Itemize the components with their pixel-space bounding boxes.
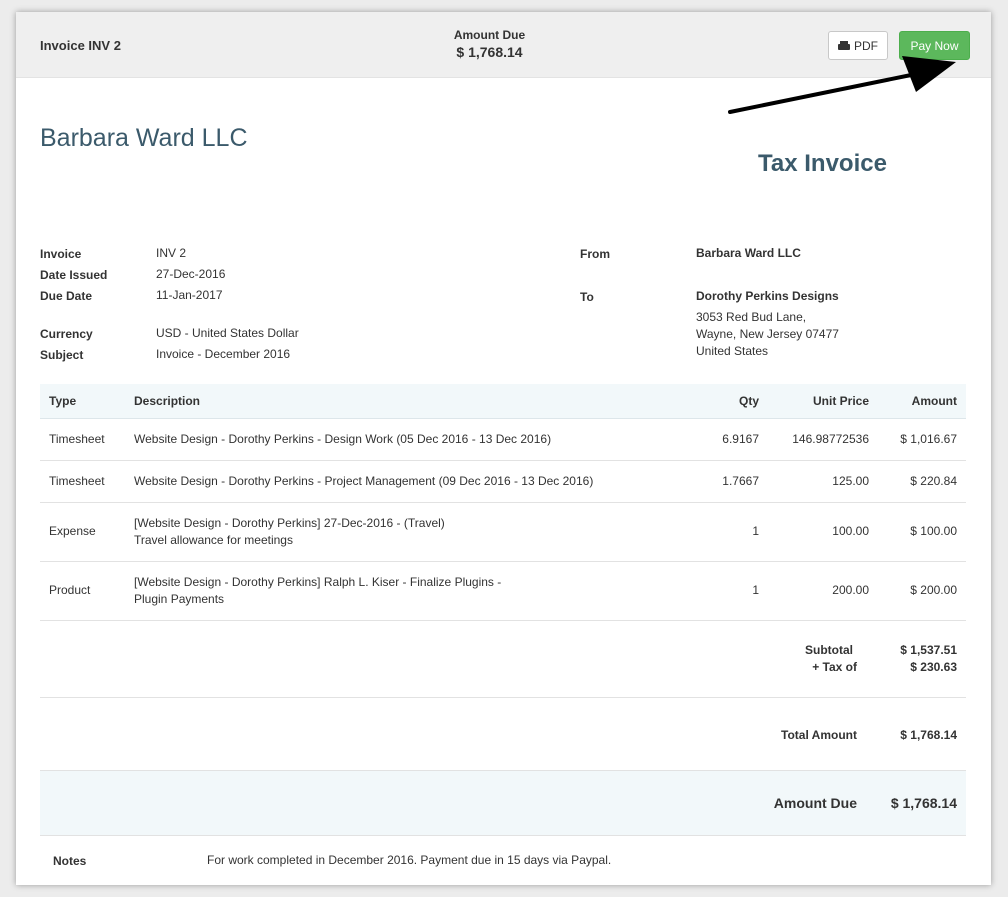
row-qty: 1.7667 bbox=[678, 460, 768, 503]
to-name: Dorothy Perkins Designs bbox=[696, 289, 839, 303]
due-date-value: 11-Jan-2017 bbox=[156, 288, 223, 302]
pointer-arrow-icon bbox=[728, 56, 956, 114]
invoice-frame: Invoice INV 2 Amount Due $ 1,768.14 PDF … bbox=[16, 12, 991, 885]
to-address-line-2: Wayne, New Jersey 07477 bbox=[696, 327, 839, 341]
from-name: Barbara Ward LLC bbox=[696, 246, 801, 260]
row-description-line: Website Design - Dorothy Perkins - Desig… bbox=[134, 431, 552, 446]
row-type: Product bbox=[40, 561, 125, 621]
row-qty: 6.9167 bbox=[678, 418, 768, 461]
amount-due-band: Amount Due $ 1,768.14 bbox=[40, 770, 966, 836]
row-amount: $ 200.00 bbox=[878, 561, 966, 621]
from-label: From bbox=[580, 247, 610, 261]
table-row: Product [Website Design - Dorothy Perkin… bbox=[40, 561, 966, 621]
to-address-line-3: United States bbox=[696, 344, 769, 358]
subject-label: Subject bbox=[40, 348, 84, 362]
row-amount: $ 1,016.67 bbox=[878, 418, 966, 461]
amount-due-value: $ 1,768.14 bbox=[890, 795, 957, 811]
amount-due-label: Amount Due bbox=[773, 795, 857, 811]
invoice-title: Invoice INV 2 bbox=[40, 38, 121, 53]
subject-value: Invoice - December 2016 bbox=[156, 347, 291, 361]
pay-now-button[interactable]: Pay Now bbox=[899, 31, 970, 60]
row-description: [Website Design - Dorothy Perkins] 27-De… bbox=[125, 502, 678, 562]
totals-divider bbox=[40, 697, 966, 698]
row-amount: $ 100.00 bbox=[878, 502, 966, 562]
col-header-type: Type bbox=[40, 384, 125, 419]
tax-label: + Tax of bbox=[812, 660, 857, 674]
header-amount-due-value: $ 1,768.14 bbox=[456, 44, 523, 60]
invoice-number-value: INV 2 bbox=[156, 246, 187, 260]
pdf-button[interactable]: PDF bbox=[828, 31, 888, 60]
date-issued-label: Date Issued bbox=[40, 268, 108, 282]
line-items-table: Type Description Qty Unit Price Amount T… bbox=[40, 384, 966, 621]
col-header-amount: Amount bbox=[878, 384, 966, 419]
currency-label: Currency bbox=[40, 327, 93, 341]
table-row: Timesheet Website Design - Dorothy Perki… bbox=[40, 460, 966, 503]
to-label: To bbox=[580, 290, 594, 304]
row-amount: $ 220.84 bbox=[878, 460, 966, 503]
company-name: Barbara Ward LLC bbox=[40, 124, 248, 152]
row-qty: 1 bbox=[678, 502, 768, 562]
row-description: Website Design - Dorothy Perkins - Desig… bbox=[125, 418, 678, 461]
table-row: Expense [Website Design - Dorothy Perkin… bbox=[40, 502, 966, 562]
row-type: Timesheet bbox=[40, 418, 125, 461]
date-issued-value: 27-Dec-2016 bbox=[156, 267, 226, 281]
total-amount-value: $ 1,768.14 bbox=[900, 728, 957, 742]
row-unit-price: 125.00 bbox=[768, 460, 878, 503]
row-type: Timesheet bbox=[40, 460, 125, 503]
pdf-button-label: PDF bbox=[854, 38, 878, 53]
row-type: Expense bbox=[40, 502, 125, 562]
currency-value: USD - United States Dollar bbox=[156, 326, 299, 340]
invoice-header-bar: Invoice INV 2 Amount Due $ 1,768.14 PDF … bbox=[16, 12, 991, 78]
due-date-label: Due Date bbox=[40, 289, 93, 303]
row-description: [Website Design - Dorothy Perkins] Ralph… bbox=[125, 561, 678, 621]
to-address-line-1: 3053 Red Bud Lane, bbox=[696, 310, 807, 324]
table-row: Timesheet Website Design - Dorothy Perki… bbox=[40, 418, 966, 461]
row-description-line: [Website Design - Dorothy Perkins] Ralph… bbox=[134, 574, 502, 589]
total-amount-label: Total Amount bbox=[781, 728, 857, 742]
invoice-number-label: Invoice bbox=[40, 247, 82, 261]
row-description: Website Design - Dorothy Perkins - Proje… bbox=[125, 460, 678, 503]
row-unit-price: 100.00 bbox=[768, 502, 878, 562]
header-amount-due-label: Amount Due bbox=[453, 28, 526, 42]
tax-value: $ 230.63 bbox=[910, 660, 957, 674]
notes-label: Notes bbox=[53, 854, 87, 868]
row-description-line: Travel allowance for meetings bbox=[134, 532, 293, 547]
row-description-line: Plugin Payments bbox=[134, 591, 225, 606]
notes-text: For work completed in December 2016. Pay… bbox=[207, 853, 612, 867]
col-header-unit-price: Unit Price bbox=[768, 384, 878, 419]
col-header-qty: Qty bbox=[678, 384, 768, 419]
col-header-description: Description bbox=[125, 384, 678, 419]
row-description-line: [Website Design - Dorothy Perkins] 27-De… bbox=[134, 515, 445, 530]
header-amount-due: Amount Due $ 1,768.14 bbox=[16, 28, 963, 60]
subtotal-label: Subtotal bbox=[805, 643, 853, 657]
table-header-row: Type Description Qty Unit Price Amount bbox=[40, 384, 966, 419]
row-unit-price: 146.98772536 bbox=[768, 418, 878, 461]
printer-icon bbox=[838, 40, 850, 51]
subtotal-value: $ 1,537.51 bbox=[900, 643, 957, 657]
row-qty: 1 bbox=[678, 561, 768, 621]
row-description-line: Website Design - Dorothy Perkins - Proje… bbox=[134, 473, 594, 488]
row-unit-price: 200.00 bbox=[768, 561, 878, 621]
document-type: Tax Invoice bbox=[758, 150, 887, 177]
